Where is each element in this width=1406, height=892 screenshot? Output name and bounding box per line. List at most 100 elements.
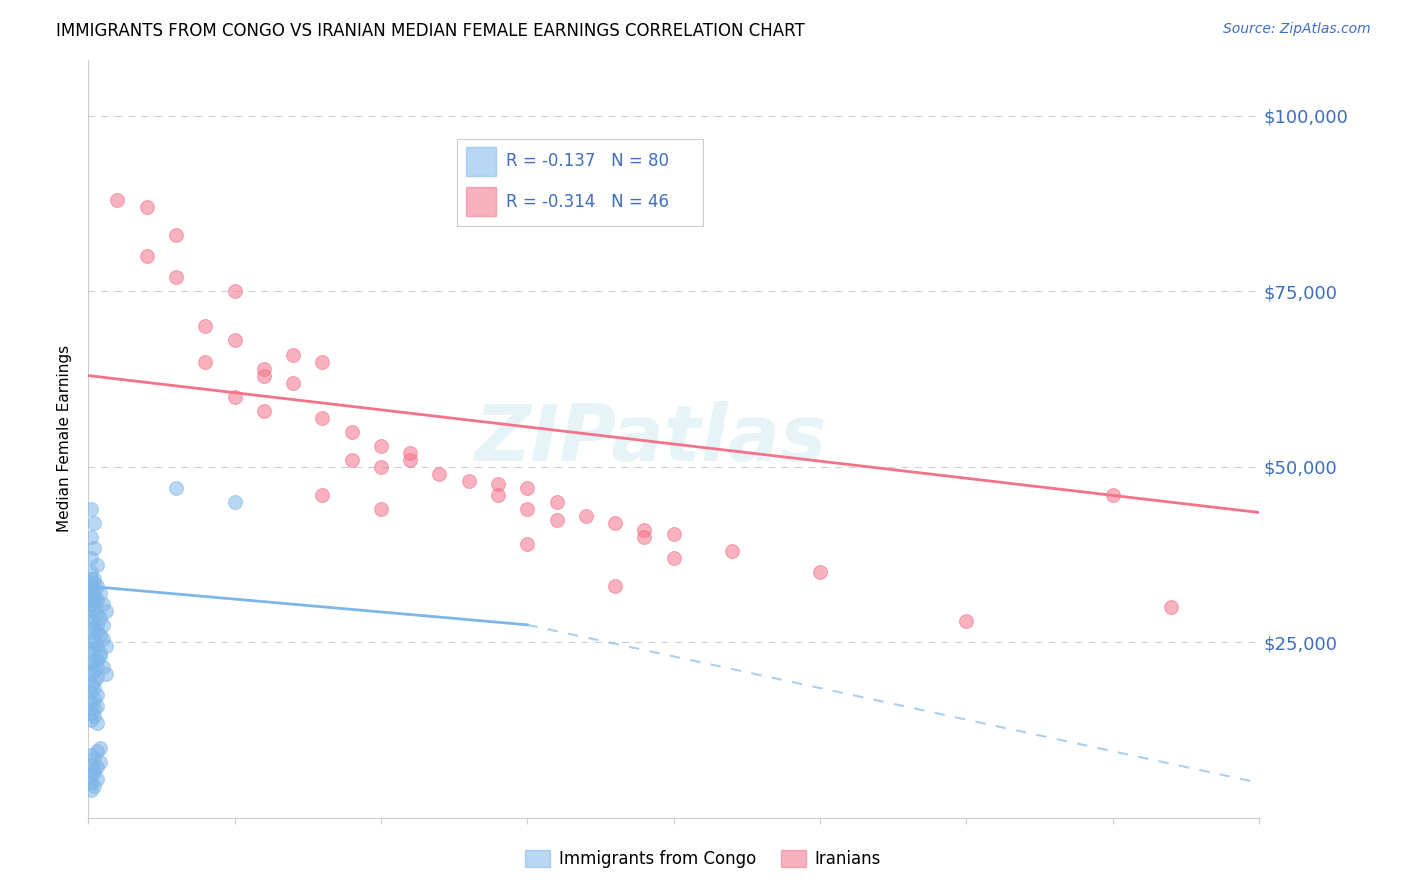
Point — [224, 390, 246, 404]
Point — [83, 691, 105, 706]
Point — [370, 439, 392, 453]
Point — [370, 459, 392, 474]
Point — [603, 516, 626, 530]
Point — [955, 615, 977, 629]
Point — [83, 681, 105, 695]
Point — [194, 354, 217, 368]
Point — [83, 702, 105, 716]
Point — [80, 769, 103, 783]
Point — [253, 368, 276, 383]
Point — [457, 474, 479, 488]
Point — [516, 537, 538, 551]
Point — [399, 446, 422, 460]
Point — [89, 646, 111, 660]
FancyBboxPatch shape — [467, 187, 496, 216]
Point — [80, 551, 103, 566]
Point — [83, 762, 105, 776]
Point — [399, 453, 422, 467]
Point — [89, 628, 111, 642]
Point — [89, 740, 111, 755]
Point — [224, 285, 246, 299]
Point — [83, 664, 105, 678]
Point — [224, 495, 246, 509]
Point — [89, 755, 111, 769]
Point — [80, 758, 103, 772]
Text: R = -0.314   N = 46: R = -0.314 N = 46 — [506, 193, 669, 211]
Legend: Immigrants from Congo, Iranians: Immigrants from Congo, Iranians — [519, 843, 887, 875]
Point — [224, 334, 246, 348]
Point — [80, 667, 103, 681]
Point — [86, 617, 108, 632]
Point — [83, 632, 105, 646]
Point — [486, 488, 509, 502]
Point — [86, 760, 108, 774]
Point — [80, 776, 103, 790]
Point — [633, 530, 655, 544]
Point — [253, 403, 276, 417]
Y-axis label: Median Female Earnings: Median Female Earnings — [58, 345, 72, 533]
Point — [80, 747, 103, 762]
Point — [83, 611, 105, 625]
Point — [808, 565, 831, 579]
Point — [165, 228, 187, 243]
Point — [603, 579, 626, 593]
Text: IMMIGRANTS FROM CONGO VS IRANIAN MEDIAN FEMALE EARNINGS CORRELATION CHART: IMMIGRANTS FROM CONGO VS IRANIAN MEDIAN … — [56, 22, 806, 40]
Point — [80, 635, 103, 649]
Point — [340, 453, 363, 467]
Point — [83, 586, 105, 600]
Point — [80, 530, 103, 544]
Point — [80, 684, 103, 698]
Point — [633, 523, 655, 537]
Point — [311, 488, 333, 502]
Point — [94, 604, 117, 618]
Point — [86, 579, 108, 593]
Point — [80, 565, 103, 579]
Point — [662, 526, 685, 541]
Point — [80, 624, 103, 639]
Point — [83, 642, 105, 657]
Point — [253, 361, 276, 376]
Point — [80, 586, 103, 600]
Point — [80, 615, 103, 629]
Point — [86, 558, 108, 573]
Point — [89, 586, 111, 600]
Point — [86, 698, 108, 713]
Point — [91, 617, 114, 632]
Point — [429, 467, 451, 481]
FancyBboxPatch shape — [457, 139, 703, 227]
Point — [80, 646, 103, 660]
Point — [1101, 488, 1123, 502]
Point — [80, 677, 103, 691]
Point — [86, 653, 108, 667]
Point — [80, 782, 103, 797]
Point — [83, 621, 105, 635]
Point — [86, 744, 108, 758]
Point — [516, 502, 538, 516]
Point — [86, 660, 108, 674]
Point — [80, 572, 103, 586]
Point — [135, 200, 157, 214]
Point — [575, 508, 598, 523]
Point — [83, 765, 105, 780]
Text: R = -0.137   N = 80: R = -0.137 N = 80 — [506, 153, 669, 170]
Point — [86, 639, 108, 653]
Point — [86, 716, 108, 731]
Point — [165, 481, 187, 495]
Point — [83, 751, 105, 765]
Point — [91, 597, 114, 611]
Point — [91, 660, 114, 674]
FancyBboxPatch shape — [467, 147, 496, 176]
Point — [546, 495, 568, 509]
Point — [80, 713, 103, 727]
Point — [83, 600, 105, 615]
Point — [80, 695, 103, 709]
Point — [135, 249, 157, 263]
Point — [80, 502, 103, 516]
Point — [91, 632, 114, 646]
Point — [83, 780, 105, 794]
Point — [83, 572, 105, 586]
Point — [83, 673, 105, 688]
Point — [80, 579, 103, 593]
Point — [86, 624, 108, 639]
Point — [94, 639, 117, 653]
